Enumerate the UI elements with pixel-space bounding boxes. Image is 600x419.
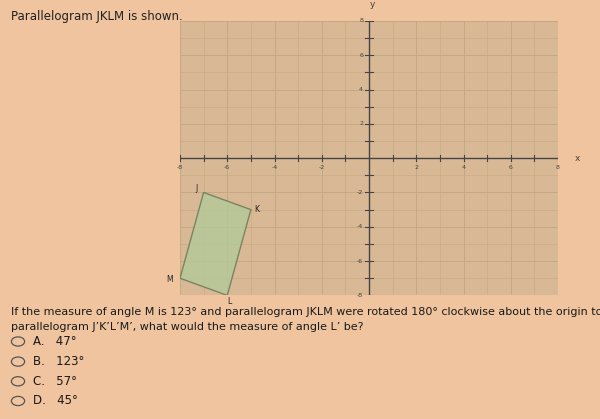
Text: A.   47°: A. 47° — [33, 335, 77, 348]
Text: -8: -8 — [357, 293, 363, 298]
Text: 4: 4 — [461, 165, 466, 170]
Text: 8: 8 — [556, 165, 560, 170]
Text: L: L — [227, 297, 232, 306]
Text: B.   123°: B. 123° — [33, 355, 85, 368]
Text: J: J — [196, 184, 197, 193]
Text: -8: -8 — [177, 165, 183, 170]
Text: x: x — [575, 154, 580, 163]
Text: -6: -6 — [224, 165, 230, 170]
Text: K: K — [254, 205, 259, 214]
Text: -4: -4 — [357, 224, 363, 229]
Text: 2: 2 — [359, 122, 363, 127]
Text: parallelogram J’K’L’M’, what would the measure of angle L’ be?: parallelogram J’K’L’M’, what would the m… — [11, 322, 364, 332]
Text: 2: 2 — [414, 165, 418, 170]
Polygon shape — [180, 192, 251, 295]
Text: D.   45°: D. 45° — [33, 394, 78, 408]
Text: -2: -2 — [357, 190, 363, 195]
Text: If the measure of angle M is 123° and parallelogram JKLM were rotated 180° clock: If the measure of angle M is 123° and pa… — [11, 307, 600, 317]
Text: Parallelogram JKLM is shown.: Parallelogram JKLM is shown. — [11, 10, 182, 23]
Text: y: y — [370, 0, 375, 9]
Text: 6: 6 — [509, 165, 512, 170]
Text: -2: -2 — [319, 165, 325, 170]
Text: C.   57°: C. 57° — [33, 375, 77, 388]
Text: 4: 4 — [359, 87, 363, 92]
Text: M: M — [166, 275, 173, 285]
Text: 6: 6 — [359, 53, 363, 58]
Text: 8: 8 — [359, 18, 363, 23]
Text: -6: -6 — [357, 259, 363, 264]
Text: -4: -4 — [271, 165, 278, 170]
